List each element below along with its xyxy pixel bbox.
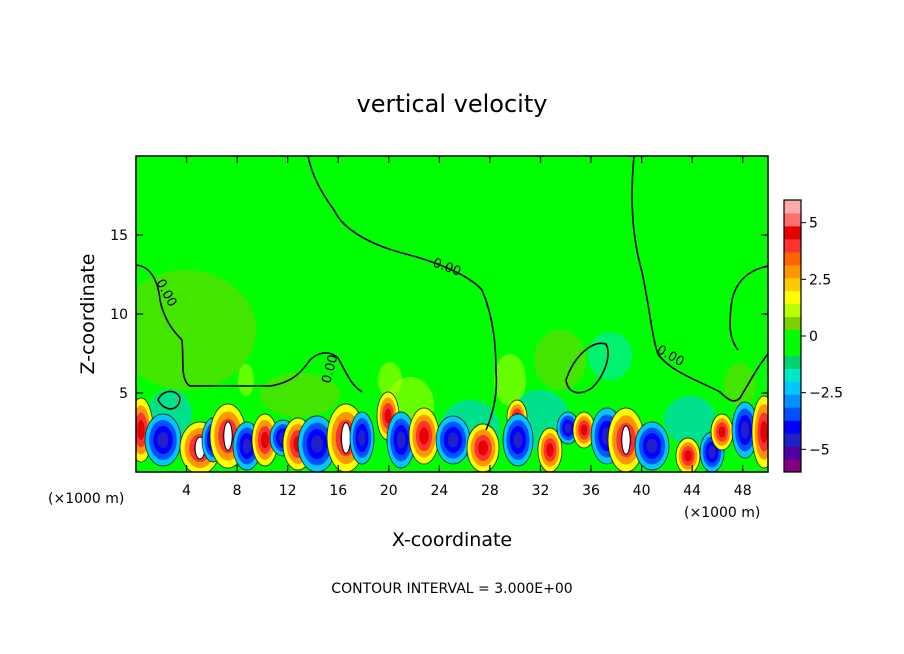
velocity-cell — [546, 443, 554, 457]
field-region — [588, 332, 632, 380]
contour-line — [136, 264, 363, 393]
colorbar-swatch — [784, 407, 801, 421]
field-region — [724, 363, 756, 407]
velocity-cell — [564, 423, 572, 433]
field-region — [534, 330, 586, 390]
velocity-core — [223, 421, 233, 451]
velocity-cell — [419, 427, 429, 445]
x-tick-label: 16 — [329, 483, 347, 499]
colorbar-swatch — [784, 238, 801, 253]
contour-label: 0.00 — [319, 353, 341, 385]
contour-line — [729, 265, 768, 351]
velocity-field — [136, 270, 768, 472]
velocity-cell — [513, 431, 523, 449]
x-axis: 4 8 12 16 20 24 28 32 36 40 44 48 — [182, 156, 752, 499]
colorbar-swatch — [784, 459, 801, 473]
velocity-cell — [646, 438, 658, 454]
colorbar-swatch — [784, 212, 801, 227]
x-tick-label: 8 — [233, 483, 242, 499]
y-axis-title: Z-coordinate — [77, 254, 99, 375]
velocity-cell — [311, 435, 323, 453]
x-tick-label: 32 — [532, 483, 550, 499]
x-tick-label: 24 — [430, 483, 448, 499]
field-region — [238, 364, 254, 396]
contour-line — [631, 156, 768, 402]
colorbar-tick-label: 5 — [809, 216, 818, 232]
colorbar-swatch — [784, 303, 801, 318]
cell-contour — [466, 423, 500, 472]
colorbar-swatch — [784, 329, 801, 343]
velocity-cell — [718, 426, 726, 438]
colorbar-tick-label: −5 — [809, 442, 830, 458]
x-axis-title: X-coordinate — [392, 529, 512, 551]
field-region — [494, 354, 526, 406]
colorbar-swatch — [784, 368, 801, 382]
x-tick-label: 36 — [582, 483, 600, 499]
x-tick-label: 28 — [481, 483, 499, 499]
plot-panel: 0.00 0.00 0.00 0.00 4 8 12 16 20 24 28 32 36 40 44… — [110, 155, 769, 499]
field-region — [136, 270, 256, 390]
y-tick-label: 5 — [119, 386, 128, 402]
colorbar-swatch — [784, 420, 801, 434]
cell-contour — [349, 411, 375, 465]
y-tick-label: 15 — [110, 228, 128, 244]
x-units-right: (×1000 m) — [684, 505, 760, 521]
velocity-cell — [396, 431, 406, 449]
colorbar-swatch — [784, 355, 801, 369]
x-tick-label: 44 — [683, 483, 701, 499]
colorbar-swatch — [784, 277, 801, 292]
field-region — [664, 396, 716, 444]
colorbar-swatch — [784, 433, 801, 447]
x-tick-label: 4 — [182, 483, 191, 499]
velocity-core — [621, 425, 631, 455]
velocity-core — [340, 422, 352, 454]
colorbar-tick-label: 0 — [809, 329, 818, 345]
cell-contour — [502, 413, 534, 467]
contour-line — [157, 390, 181, 410]
velocity-cell — [157, 431, 169, 449]
velocity-cell — [740, 421, 750, 439]
colorbar: 5 2.5 0 −2.5 −5 — [783, 199, 843, 473]
cell-contour — [537, 427, 563, 472]
x-tick-label: 12 — [279, 483, 297, 499]
colorbar-swatch — [784, 394, 801, 408]
y-tick-label: 10 — [110, 307, 128, 323]
velocity-cell — [260, 431, 270, 449]
contour-line — [565, 342, 609, 394]
colorbar-swatch — [784, 381, 801, 395]
velocity-cell — [708, 445, 716, 459]
colorbar-swatch — [784, 342, 801, 356]
velocity-cell — [242, 438, 252, 454]
velocity-cell — [580, 424, 588, 436]
velocity-cell — [358, 429, 366, 447]
velocity-cell — [478, 440, 488, 456]
x-tick-label: 48 — [734, 483, 752, 499]
contour-line — [307, 156, 498, 431]
velocity-cell — [760, 420, 768, 444]
cell-contour — [634, 421, 670, 471]
cell-contour — [751, 395, 768, 469]
colorbar-swatch — [784, 200, 801, 214]
velocity-cell — [447, 432, 459, 448]
velocity-cell — [684, 450, 692, 462]
colorbar-tick-label: 2.5 — [809, 272, 831, 288]
velocity-cell — [137, 420, 145, 440]
contour-interval-note: CONTOUR INTERVAL = 3.000E+00 — [331, 581, 572, 597]
x-tick-label: 20 — [380, 483, 398, 499]
chart-title: vertical velocity — [357, 90, 548, 118]
colorbar-swatch — [784, 264, 801, 279]
colorbar-swatch — [784, 225, 801, 240]
colorbar-swatch — [784, 290, 801, 305]
velocity-cell — [384, 408, 392, 424]
x-units-left: (×1000 m) — [48, 491, 124, 507]
y-axis: 5 10 15 — [110, 228, 768, 402]
colorbar-swatch — [784, 446, 801, 460]
x-tick-label: 40 — [633, 483, 651, 499]
zero-contours — [136, 156, 768, 431]
colorbar-swatch — [784, 251, 801, 266]
colorbar-swatch — [784, 316, 801, 331]
colorbar-tick-label: −2.5 — [809, 386, 843, 402]
